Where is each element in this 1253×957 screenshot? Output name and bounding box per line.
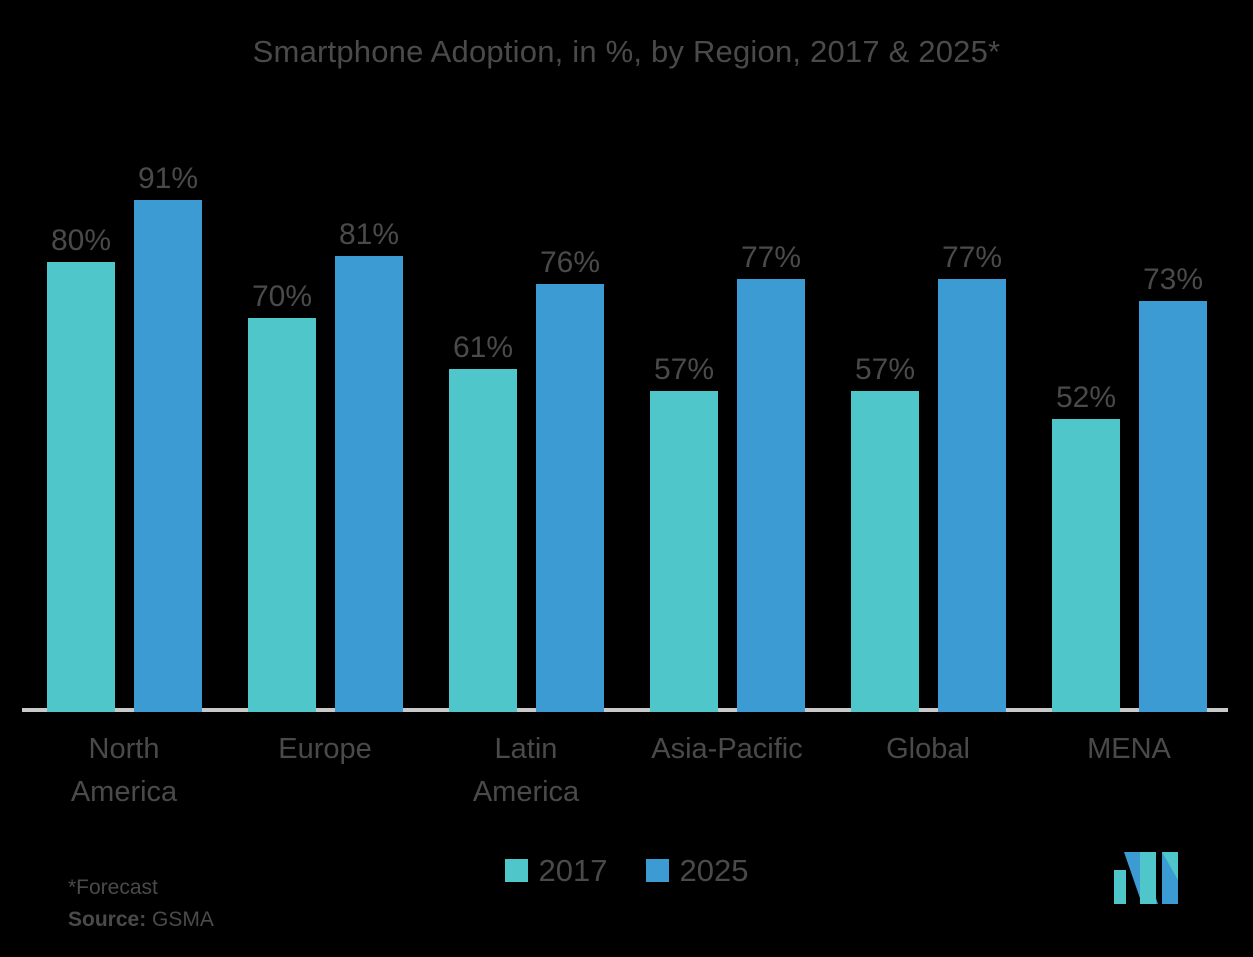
bar-2025[interactable]: 77% bbox=[938, 242, 1006, 712]
plot-area: 80% 91% 70% 81% 61% 76% 57% 77% 57% 77% 52% 73% bbox=[22, 92, 1228, 712]
category-label-global: Global bbox=[813, 728, 1043, 771]
bar-value-label: 73% bbox=[1142, 263, 1204, 297]
chart-title: Smartphone Adoption, in %, by Region, 20… bbox=[252, 34, 1001, 69]
mordor-intelligence-logo bbox=[1114, 852, 1188, 904]
bar-value-label: 57% bbox=[854, 353, 916, 387]
category-label-line: North bbox=[88, 733, 160, 765]
bar-value-label: 81% bbox=[338, 217, 400, 251]
legend-item-2025[interactable]: 2025 bbox=[645, 853, 749, 888]
legend-label: 2017 bbox=[538, 853, 608, 888]
bar-value-label: 77% bbox=[941, 240, 1003, 274]
forecast-note: *Forecast bbox=[68, 876, 158, 899]
bar-group: 57% 77% bbox=[851, 92, 1006, 712]
footnotes: *Forecast Source: GSMA bbox=[68, 872, 214, 936]
category-label-asia-pacific: Asia-Pacific bbox=[612, 728, 842, 771]
bar-value-label: 70% bbox=[251, 279, 313, 313]
bar-value-label: 57% bbox=[653, 353, 715, 387]
category-label-line: Latin bbox=[494, 733, 558, 765]
legend-swatch-icon bbox=[504, 859, 528, 882]
legend-swatch-icon bbox=[645, 859, 669, 882]
bar-2025[interactable]: 76% bbox=[536, 248, 604, 712]
bar-2025[interactable]: 73% bbox=[1139, 265, 1207, 712]
bar-2017[interactable]: 80% bbox=[47, 225, 115, 712]
category-label-line: Global bbox=[886, 733, 970, 765]
bar-2017[interactable]: 57% bbox=[851, 355, 919, 712]
bar-2017[interactable]: 52% bbox=[1052, 383, 1120, 712]
bar-2025[interactable]: 91% bbox=[134, 163, 202, 712]
category-label-north-america: North America bbox=[9, 728, 239, 814]
bar-group: 80% 91% bbox=[47, 92, 202, 712]
logo-mask-left bbox=[1114, 870, 1126, 904]
category-label-line: Asia-Pacific bbox=[651, 733, 803, 765]
bar-value-label: 76% bbox=[539, 246, 601, 280]
category-label-latin-america: Latin America bbox=[411, 728, 641, 814]
category-label-line: America bbox=[472, 775, 580, 808]
bar-group: 52% 73% bbox=[1052, 92, 1207, 712]
source-note: Source: GSMA bbox=[68, 904, 214, 936]
logo-shape-teal-right bbox=[1140, 852, 1156, 904]
bar-2017[interactable]: 61% bbox=[449, 332, 517, 712]
bar-group: 57% 77% bbox=[650, 92, 805, 712]
bar-value-label: 52% bbox=[1055, 381, 1117, 415]
category-label-line: Europe bbox=[278, 733, 372, 765]
bar-2025[interactable]: 81% bbox=[335, 219, 403, 712]
bar-group: 70% 81% bbox=[248, 92, 403, 712]
logo-mask-notch bbox=[1114, 852, 1124, 870]
logo-shape-teal-accent bbox=[1162, 852, 1178, 880]
bar-value-label: 77% bbox=[740, 240, 802, 274]
category-label-europe: Europe bbox=[210, 728, 440, 771]
category-label-line: MENA bbox=[1087, 733, 1171, 765]
legend-item-2017[interactable]: 2017 bbox=[504, 853, 608, 888]
bar-2025[interactable]: 77% bbox=[737, 242, 805, 712]
bar-value-label: 80% bbox=[50, 223, 112, 257]
source-value: GSMA bbox=[152, 907, 214, 931]
category-label-line: America bbox=[70, 775, 178, 808]
bar-group: 61% 76% bbox=[449, 92, 604, 712]
bar-value-label: 91% bbox=[137, 161, 199, 195]
category-label-mena: MENA bbox=[1014, 728, 1244, 771]
bar-2017[interactable]: 57% bbox=[650, 355, 718, 712]
bar-value-label: 61% bbox=[452, 330, 514, 364]
bar-2017[interactable]: 70% bbox=[248, 281, 316, 712]
chart-legend: 2017 2025 bbox=[0, 855, 1253, 886]
source-label: Source: bbox=[68, 907, 147, 931]
legend-label: 2025 bbox=[679, 853, 749, 888]
x-axis-baseline bbox=[22, 708, 1228, 712]
